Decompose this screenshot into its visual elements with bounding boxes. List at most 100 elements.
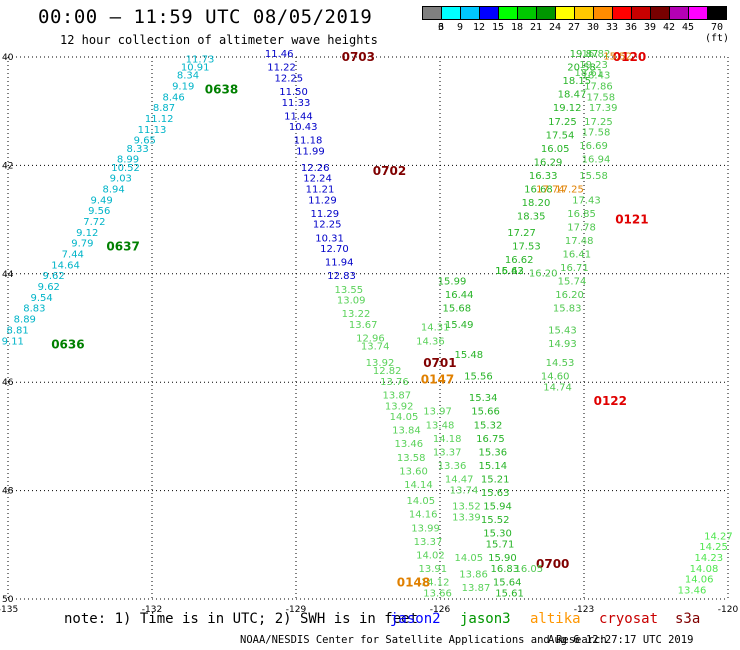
swh-value: 13.66: [423, 588, 452, 599]
lon-tick-label: -132: [142, 605, 162, 615]
swh-value: 16.33: [529, 171, 558, 182]
pass-time-label: 0638: [205, 83, 238, 97]
swh-value: 17.74: [536, 185, 565, 196]
swh-value: 17.25: [548, 117, 577, 128]
swh-value: 17.27: [507, 228, 536, 239]
swh-value: 12.82: [373, 366, 402, 377]
swh-value: 15.30: [483, 529, 512, 540]
swh-value: 16.94: [582, 155, 611, 166]
swh-value: 14.36: [416, 336, 445, 347]
swh-value: 15.52: [603, 52, 632, 63]
swh-value: 18.15: [562, 76, 591, 87]
swh-value: 14.47: [445, 474, 474, 485]
swh-value: 13.37: [433, 447, 462, 458]
swh-value: 11.46: [265, 49, 294, 60]
swh-value: 19.87: [570, 49, 599, 60]
swh-value: 8.81: [6, 325, 28, 336]
pass-time-label: 0120: [613, 50, 646, 64]
legend-label: 3: [437, 22, 445, 33]
swh-value: 14.06: [685, 575, 714, 586]
swh-value: 13.67: [349, 320, 378, 331]
legend-label: 45: [681, 22, 695, 33]
swh-value: 13.86: [459, 569, 488, 580]
swh-value: 16.68: [524, 185, 553, 196]
swh-value: 15.49: [445, 320, 474, 331]
swh-value: 14.05: [406, 496, 435, 507]
swh-value: 11.29: [308, 195, 337, 206]
swh-value: 14.31: [421, 323, 450, 334]
sat-label-cryosat: cryosat: [599, 611, 659, 627]
swh-value: 15.63: [481, 488, 510, 499]
swh-value: 18.35: [517, 212, 546, 223]
swh-value: 17.53: [512, 241, 541, 252]
swh-value: 14.18: [433, 434, 462, 445]
pass-time-label: 0703: [342, 50, 375, 64]
legend-label: 39: [643, 22, 657, 33]
lon-tick-label: -129: [286, 605, 307, 615]
swh-value: 14.05: [390, 412, 419, 423]
swh-value: 15.43: [495, 266, 524, 277]
swh-value: 10.52: [111, 163, 140, 174]
swh-value: 12.96: [356, 334, 385, 345]
swh-value: 16.20: [529, 269, 558, 280]
lon-tick-label: -126: [430, 605, 451, 615]
swh-value: 17.25: [584, 117, 613, 128]
swh-value: 18.43: [582, 71, 611, 82]
swh-value: 15.58: [579, 171, 608, 182]
swh-value: 16.62: [495, 266, 524, 277]
legend-label: 42: [662, 22, 676, 33]
swh-value: 17.48: [565, 236, 594, 247]
swh-value: 7.44: [62, 250, 84, 261]
legend-label: 70 (ft): [704, 22, 730, 44]
swh-value: 9.56: [88, 206, 110, 217]
swh-value: 10.31: [315, 233, 344, 244]
swh-value: 15.52: [481, 515, 510, 526]
swh-value: 13.22: [342, 309, 371, 320]
swh-value: 13.58: [397, 453, 426, 464]
swh-value: 12.24: [303, 174, 332, 185]
lat-tick-label: 44: [2, 270, 14, 280]
swh-value: 13.87: [462, 583, 491, 594]
swh-value: 13.87: [382, 390, 411, 401]
swh-value: 11.22: [267, 63, 296, 74]
swh-value: 11.33: [282, 98, 311, 109]
swh-value: 17.25: [555, 185, 584, 196]
swh-value: 8.99: [117, 155, 139, 166]
note-text: note: 1) Time is in UTC; 2) SWH is in fe…: [64, 611, 419, 627]
swh-value: 8.87: [153, 103, 175, 114]
swh-value: 13.55: [334, 285, 363, 296]
legend-label: 30: [586, 22, 600, 33]
swh-value: 13.39: [452, 512, 481, 523]
swh-value: 8.89: [14, 315, 36, 326]
swh-value: 16.29: [534, 157, 563, 168]
swh-value: 11.13: [138, 125, 167, 136]
swh-value: 8.34: [177, 71, 199, 82]
swh-value: 15.56: [464, 371, 493, 382]
pass-time-label: 0122: [594, 394, 627, 408]
footer-credit: NOAA/NESDIS Center for Satellite Applica…: [240, 634, 607, 646]
swh-value: 15.21: [481, 474, 510, 485]
swh-value: 14.74: [543, 382, 572, 393]
swh-value: 9.79: [71, 239, 93, 250]
pass-time-label: 0702: [373, 164, 406, 178]
swh-value: 13.60: [399, 466, 428, 477]
pass-time-label: 0700: [536, 557, 569, 571]
swh-value: 13.99: [411, 523, 440, 534]
swh-value: 9.62: [38, 282, 60, 293]
swh-value: 17.43: [572, 195, 601, 206]
swh-value: 15.61: [495, 588, 524, 599]
swh-value: 13.46: [394, 439, 423, 450]
swh-value: 13.92: [366, 358, 395, 369]
swh-value: 16.44: [445, 290, 474, 301]
legend-label: 6: [437, 22, 445, 33]
swh-value: 15.71: [486, 540, 515, 551]
legend-label: 36: [624, 22, 638, 33]
swh-value: 9.12: [76, 228, 98, 239]
swh-value: 9.11: [2, 336, 24, 347]
swh-value: 11.73: [186, 54, 215, 65]
swh-value: 16.83: [490, 564, 519, 575]
swh-value: 15.83: [553, 304, 582, 315]
swh-value: 16.69: [579, 141, 608, 152]
swh-value: 14.08: [690, 564, 719, 575]
swh-value: 15.68: [442, 304, 471, 315]
